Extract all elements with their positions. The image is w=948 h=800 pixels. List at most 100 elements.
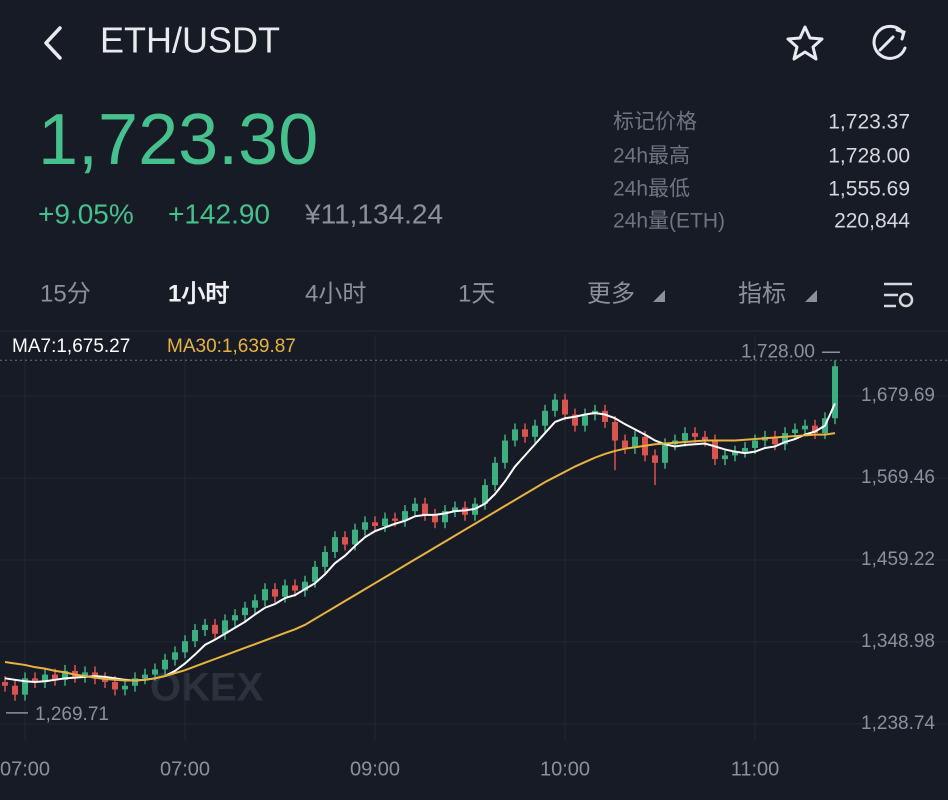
candle-body xyxy=(442,511,448,523)
candle-body xyxy=(702,436,708,441)
stat-label: 24h最高 xyxy=(613,145,690,168)
candle-body xyxy=(492,462,498,486)
candle-body xyxy=(82,672,88,677)
candle-body xyxy=(712,440,718,460)
interval-tab[interactable]: 1天 xyxy=(458,280,495,307)
stat-value: 1,728.00 xyxy=(828,145,910,168)
candle-body xyxy=(192,630,198,642)
high-price-label: 1,728.00 xyxy=(741,341,815,362)
candle-body xyxy=(532,425,538,437)
candle-body xyxy=(552,399,558,411)
candle-body xyxy=(162,659,168,670)
candle-body xyxy=(252,600,258,608)
pair-title: ETH/USDT xyxy=(100,20,280,61)
x-tick-label: 07:00 xyxy=(160,758,210,780)
favorite-button[interactable] xyxy=(786,25,824,61)
candle-body xyxy=(612,421,618,441)
indicator-tab[interactable]: 指标 xyxy=(738,280,786,307)
candle-body xyxy=(522,429,528,437)
candle-body xyxy=(732,451,738,456)
interval-tab[interactable]: 15分 xyxy=(40,280,91,307)
candle-body xyxy=(482,485,488,504)
candle-body xyxy=(302,581,308,591)
candle-body xyxy=(312,566,318,582)
candle-body xyxy=(582,414,588,426)
candle-body xyxy=(662,444,668,463)
candle-body xyxy=(692,433,698,437)
candle-body xyxy=(812,425,818,434)
candle-body xyxy=(742,447,748,452)
candle-body xyxy=(652,455,658,463)
candle-body xyxy=(422,503,428,515)
x-tick-label: 10:00 xyxy=(540,758,590,780)
candle-body xyxy=(502,440,508,463)
x-tick-label: 09:00 xyxy=(350,758,400,780)
stat-value: 1,555.69 xyxy=(828,178,910,201)
candle-body xyxy=(372,522,378,526)
candle-body xyxy=(632,436,638,448)
candle-body xyxy=(542,410,548,426)
chart-settings-button[interactable] xyxy=(884,282,914,308)
candle-body xyxy=(172,652,178,660)
change-percent: +9.05% xyxy=(38,198,134,229)
y-tick-label: 1,348.98 xyxy=(861,631,935,652)
candle-body xyxy=(792,429,798,434)
back-button[interactable] xyxy=(44,26,62,60)
candle-body xyxy=(572,414,578,426)
candle-body xyxy=(332,537,338,552)
stat-value: 1,723.37 xyxy=(828,111,910,134)
stat-label: 24h量(ETH) xyxy=(613,210,725,233)
candle-body xyxy=(432,514,438,523)
stat-label: 24h最低 xyxy=(613,178,690,201)
candle-body xyxy=(352,529,358,545)
candle-body xyxy=(62,670,68,680)
candle-body xyxy=(272,589,278,597)
y-tick-label: 1,238.74 xyxy=(861,713,935,734)
candle-body xyxy=(142,674,148,679)
candle-body xyxy=(752,440,758,448)
candle-body xyxy=(402,511,408,521)
candle-body xyxy=(512,429,518,441)
candle-body xyxy=(112,682,118,690)
candle-body xyxy=(722,455,728,460)
candle-body xyxy=(222,620,228,634)
candle-body xyxy=(102,678,108,683)
stat-value: 220,844 xyxy=(834,210,910,233)
candle-body xyxy=(802,425,808,430)
candle-body xyxy=(622,440,628,448)
ma-legend: MA30:1,639.87 xyxy=(167,336,296,357)
more-tab[interactable]: 更多 xyxy=(587,280,635,307)
candle-body xyxy=(12,685,18,695)
candle-body xyxy=(52,674,58,680)
share-button[interactable] xyxy=(872,24,907,60)
candle-body xyxy=(262,589,268,601)
dropdown-arrow xyxy=(805,290,817,302)
candle-body xyxy=(832,366,838,419)
candle-body xyxy=(682,433,688,441)
dropdown-arrow xyxy=(653,290,665,302)
candle-body xyxy=(122,685,128,690)
y-tick-label: 1,569.46 xyxy=(861,467,935,488)
x-tick-label: 07:00 xyxy=(0,758,50,780)
stat-label: 标记价格 xyxy=(613,111,697,134)
interval-tab-active[interactable]: 1小时 xyxy=(168,280,229,307)
candle-body xyxy=(152,669,158,675)
x-tick-label: 11:00 xyxy=(731,758,780,780)
candlestick-chart: OKEX 1,238.74 1,348.98 1,459.22 1,569.46 1,67… xyxy=(0,335,948,780)
change-amount: +142.90 xyxy=(168,198,270,229)
last-price: 1,723.30 xyxy=(38,100,318,180)
ma-line xyxy=(4,432,836,682)
candle-body xyxy=(412,503,418,512)
candle-body xyxy=(242,607,248,616)
candle-body xyxy=(322,551,328,567)
candle-body xyxy=(772,436,778,445)
y-tick-label: 1,679.69 xyxy=(861,385,935,406)
interval-tab[interactable]: 4小时 xyxy=(305,280,366,307)
candle-body xyxy=(282,585,288,597)
candle-body xyxy=(232,615,238,621)
candle-body xyxy=(202,624,208,631)
candle-body xyxy=(22,678,28,695)
candle-body xyxy=(342,537,348,545)
